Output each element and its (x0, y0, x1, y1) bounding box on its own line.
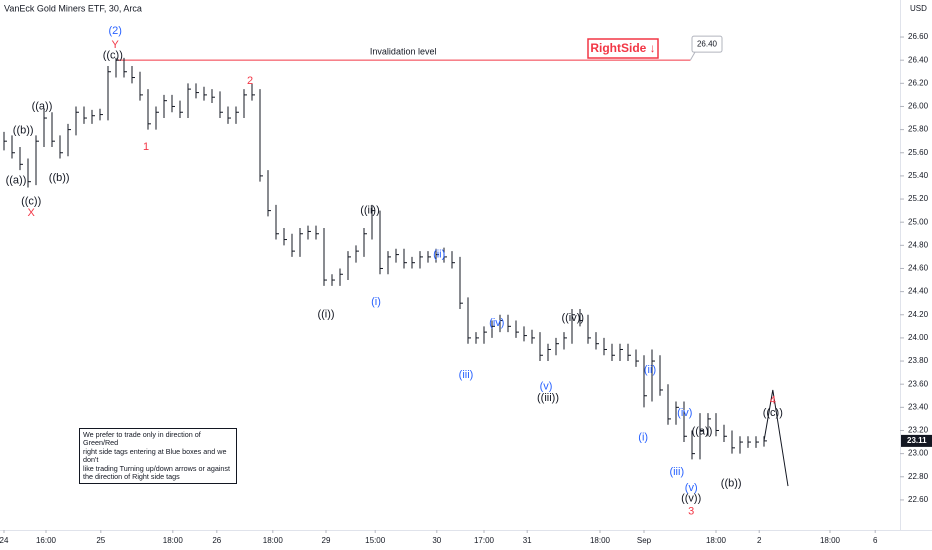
wave-label: ((b)) (721, 478, 742, 490)
x-tick-label: 18:00 (263, 536, 284, 545)
x-tick-label: 24 (0, 536, 9, 545)
wave-label: ((a)) (32, 100, 53, 112)
wave-label: 2 (247, 75, 253, 87)
note-line: the direction of Right side tags (83, 472, 180, 482)
y-tick-label: 25.40 (908, 171, 929, 180)
wave-label: ((c)) (21, 195, 41, 207)
x-tick-label: 30 (432, 536, 441, 545)
y-tick-label: 23.60 (908, 379, 929, 388)
y-tick-label: 23.20 (908, 426, 929, 435)
chart-title: VanEck Gold Miners ETF, 30, Arca (4, 3, 142, 13)
wave-label: ((ii)) (360, 205, 380, 217)
note: We prefer to trade only in direction of … (79, 428, 237, 485)
x-tick-label: 16:00 (36, 536, 57, 545)
projection-line (763, 389, 789, 487)
y-tick-label: 22.80 (908, 472, 929, 481)
wave-label: ((b)) (49, 172, 70, 184)
y-tick-label: 23.80 (908, 356, 929, 365)
y-tick-label: 24.20 (908, 310, 929, 319)
wave-label: (iv) (677, 407, 692, 419)
y-tick-label: 25.20 (908, 194, 929, 203)
note-line: right side tags entering at Blue boxes a… (83, 446, 227, 465)
x-tick-label: 18:00 (820, 536, 841, 545)
last-price-tag (901, 434, 932, 447)
y-tick-label: 26.20 (908, 78, 929, 87)
y-tick-label: 24.00 (908, 333, 929, 342)
x-tick-label: Sep (637, 536, 652, 545)
wave-label: 4 (770, 394, 776, 406)
wave-label: ((b)) (13, 125, 34, 137)
x-tick-label: 6 (873, 536, 878, 545)
wave-label: (ii) (644, 364, 656, 376)
x-tick-label: 18:00 (163, 536, 184, 545)
wave-label: ((v)) (681, 493, 701, 505)
y-tick-label: 24.60 (908, 264, 929, 273)
wave-label: ((i)) (317, 309, 334, 321)
wave-label: (ii) (433, 248, 445, 260)
y-tick-label: 23.00 (908, 449, 929, 458)
wave-label: ((a)) (6, 174, 27, 186)
wave-label: 3 (688, 505, 694, 517)
y-tick-label: 25.60 (908, 148, 929, 157)
wave-label: (i) (371, 296, 381, 308)
y-tick-label: 24.80 (908, 240, 929, 249)
y-tick-label: 22.60 (908, 495, 929, 504)
wave-label: (v) (540, 380, 553, 392)
wave-label: (iii) (669, 466, 684, 478)
x-tick-label: 18:00 (590, 536, 611, 545)
value-callout (691, 35, 723, 53)
note-line: like trading Turning up/down arrows or a… (83, 463, 231, 473)
x-tick-label: 18:00 (706, 536, 727, 545)
y-tick-label: 26.60 (908, 32, 929, 41)
x-tick-label: 26 (212, 536, 221, 545)
currency: USD (910, 4, 927, 13)
x-tick-label: 2 (757, 536, 762, 545)
x-tick-label: 29 (322, 536, 331, 545)
right-side-tag: RightSide ↓ (587, 38, 659, 59)
wave-label: ((c)) (763, 407, 783, 419)
wave-label: ((a)) (692, 426, 713, 438)
wave-label: 1 (143, 141, 149, 153)
y-tick-label: 24.40 (908, 287, 929, 296)
invalidation-label: Invalidation level (370, 47, 437, 57)
wave-label: (iv) (489, 317, 504, 329)
wave-label: Y (112, 39, 120, 51)
y-tick-label: 23.40 (908, 402, 929, 411)
wave-label: (i) (638, 431, 648, 443)
y-tick-label: 25.80 (908, 125, 929, 134)
wave-label: (v) (685, 482, 698, 494)
wave-label: (2) (108, 25, 121, 37)
y-tick-label: 25.00 (908, 217, 929, 226)
y-tick-label: 26.00 (908, 102, 929, 111)
wave-label: (iii) (459, 369, 474, 381)
callout-connector (689, 51, 696, 61)
tag-text: RightSide ↓ (590, 41, 655, 55)
y-tick-label: 26.40 (908, 55, 929, 64)
x-tick-label: 17:00 (474, 536, 495, 545)
value-callout-label: 26.40 (697, 39, 718, 48)
wave-label: ((iii)) (537, 392, 559, 404)
x-tick-label: 31 (523, 536, 532, 545)
wave-label: X (28, 207, 36, 219)
note-line: We prefer to trade only in direction of … (83, 430, 201, 448)
wave-label: ((iv)) (561, 312, 584, 324)
last-price-label: 23.11 (907, 436, 927, 445)
wave-label: ((c)) (103, 49, 123, 61)
x-tick-label: 15:00 (365, 536, 386, 545)
tag-box (587, 38, 659, 59)
x-tick-label: 25 (96, 536, 105, 545)
